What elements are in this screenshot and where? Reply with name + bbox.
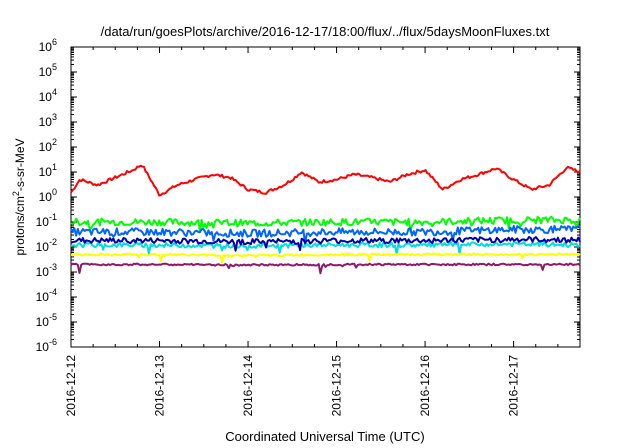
y-tick-label: 100 bbox=[39, 187, 57, 204]
y-tick-exp: 6 bbox=[52, 37, 57, 47]
x-tick-label: 2016-12-17 bbox=[507, 355, 521, 417]
y-tick-base: 10 bbox=[36, 315, 50, 329]
y-tick-exp: -4 bbox=[49, 287, 57, 297]
x-tick-label: 2016-12-15 bbox=[330, 355, 344, 417]
y-axis: 10610510410310210110010-110-210-310-410-… bbox=[36, 37, 580, 354]
series-line-2 bbox=[70, 224, 581, 246]
y-tick-exp: 2 bbox=[52, 137, 57, 147]
y-axis-label-sup: 2 bbox=[11, 191, 21, 196]
y-tick-label: 10-2 bbox=[36, 237, 57, 254]
y-tick-label: 10-1 bbox=[36, 212, 57, 229]
y-tick-base: 10 bbox=[39, 90, 53, 104]
y-tick-label: 10-5 bbox=[36, 312, 57, 329]
y-tick-label: 101 bbox=[39, 162, 57, 179]
y-axis-label-part1: protons/cm bbox=[13, 196, 27, 255]
x-axis: 2016-12-12 2016-12-13 2016-12-14 2016-12-15… bbox=[64, 47, 581, 417]
y-tick-base: 10 bbox=[39, 65, 53, 79]
plot-area bbox=[70, 46, 581, 348]
y-tick-exp: 5 bbox=[52, 62, 57, 72]
y-tick-base: 10 bbox=[39, 40, 53, 54]
y-tick-base: 10 bbox=[39, 165, 53, 179]
y-tick-exp: 1 bbox=[52, 162, 57, 172]
y-tick-label: 102 bbox=[39, 137, 57, 154]
y-tick-exp: -5 bbox=[49, 312, 57, 322]
y-tick-base: 10 bbox=[39, 190, 53, 204]
series-line-3 bbox=[70, 241, 581, 256]
y-tick-label: 106 bbox=[39, 37, 57, 54]
y-tick-label: 105 bbox=[39, 62, 57, 79]
y-tick-label: 104 bbox=[39, 87, 57, 104]
y-tick-base: 10 bbox=[36, 290, 50, 304]
y-tick-exp: 3 bbox=[52, 112, 57, 122]
y-tick-exp: 4 bbox=[52, 87, 57, 97]
x-axis-label: Coordinated Universal Time (UTC) bbox=[225, 429, 424, 444]
x-tick-label: 2016-12-12 bbox=[64, 355, 78, 417]
y-tick-exp: -1 bbox=[49, 212, 57, 222]
series-line-4 bbox=[70, 236, 581, 252]
y-tick-base: 10 bbox=[36, 265, 50, 279]
y-axis-label-part2: -s-sr-MeV bbox=[13, 138, 27, 191]
y-tick-base: 10 bbox=[39, 140, 53, 154]
series-line-1 bbox=[70, 215, 581, 233]
y-tick-base: 10 bbox=[36, 240, 50, 254]
x-tick-label: 2016-12-14 bbox=[241, 355, 255, 417]
y-tick-exp: -2 bbox=[49, 237, 57, 247]
y-tick-exp: 0 bbox=[52, 187, 57, 197]
y-tick-label: 10-6 bbox=[36, 337, 57, 354]
series-line-5 bbox=[70, 252, 581, 264]
y-tick-base: 10 bbox=[39, 115, 53, 129]
y-tick-exp: -6 bbox=[49, 337, 57, 347]
y-tick-label: 10-3 bbox=[36, 262, 57, 279]
x-tick-label: 2016-12-13 bbox=[153, 355, 167, 417]
y-tick-base: 10 bbox=[36, 215, 50, 229]
y-tick-label: 103 bbox=[39, 112, 57, 129]
y-tick-exp: -3 bbox=[49, 262, 57, 272]
chart-title: /data/run/goesPlots/archive/2016-12-17/1… bbox=[101, 24, 550, 39]
y-axis-label: protons/cm2-s-sr-MeV bbox=[11, 138, 27, 255]
x-tick-label: 2016-12-16 bbox=[418, 355, 432, 417]
series-group bbox=[70, 164, 581, 275]
y-tick-label: 10-4 bbox=[36, 287, 57, 304]
series-line-0 bbox=[70, 164, 581, 197]
series-line-6 bbox=[70, 262, 581, 275]
y-tick-base: 10 bbox=[36, 340, 50, 354]
